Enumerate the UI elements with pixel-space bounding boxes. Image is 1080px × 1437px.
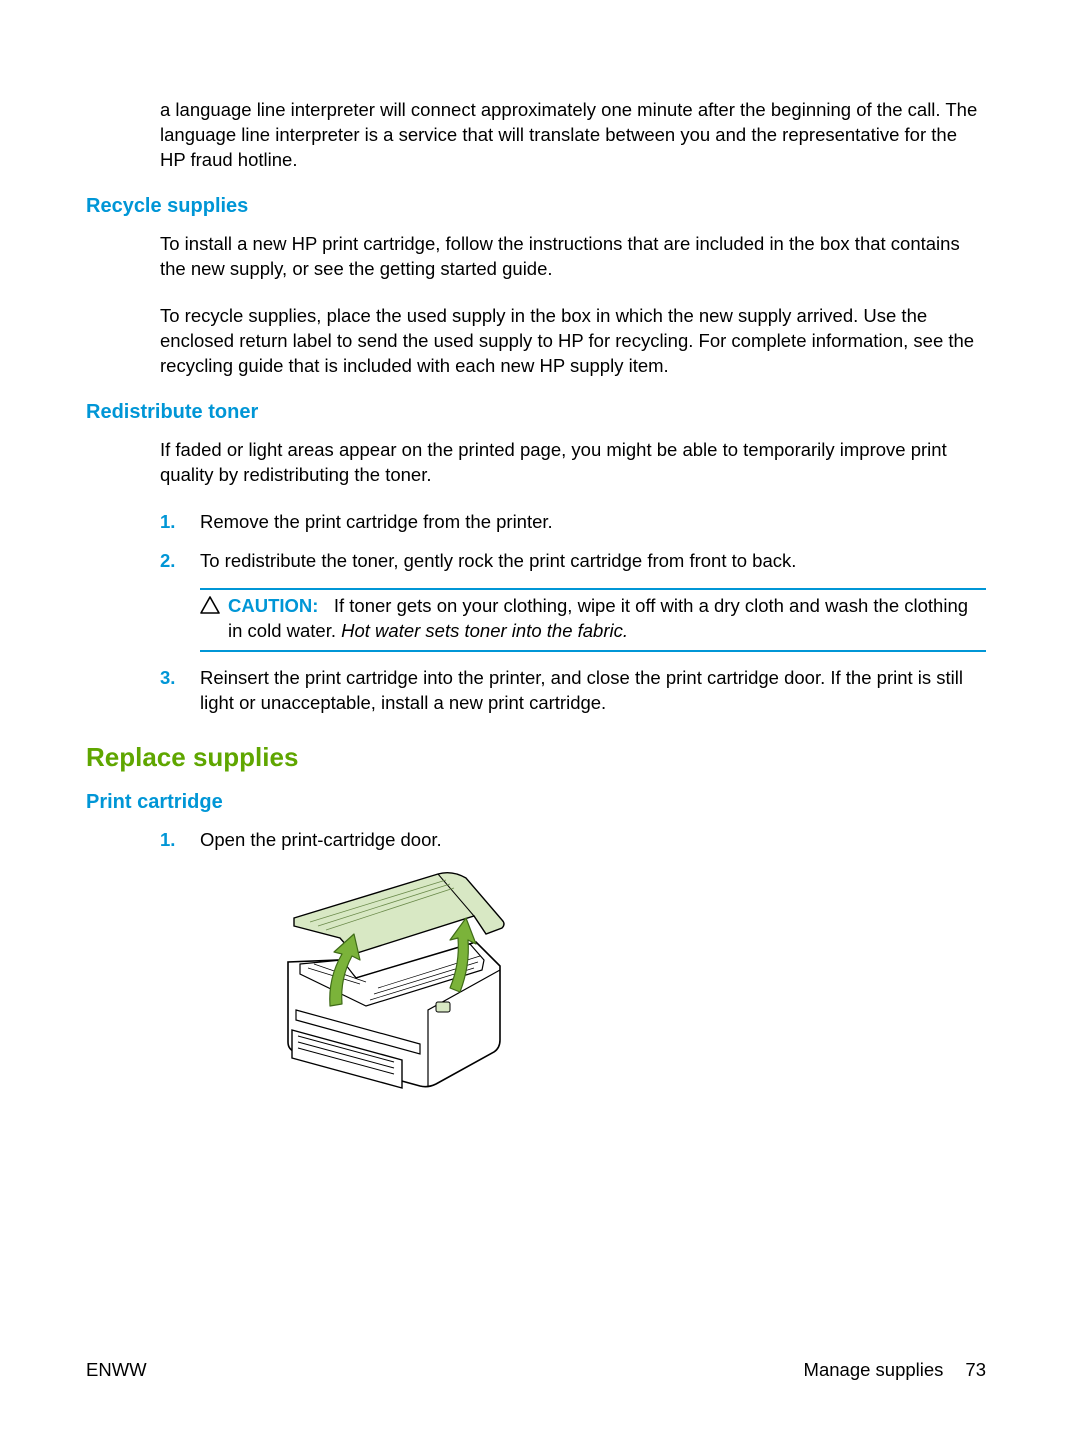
caution-text-italic: Hot water sets toner into the fabric.: [341, 620, 628, 641]
page: a language line interpreter will connect…: [0, 0, 1080, 1437]
footer-section-label: Manage supplies: [804, 1359, 944, 1381]
redistribute-intro: If faded or light areas appear on the pr…: [160, 438, 986, 488]
footer-right: Manage supplies 73: [804, 1359, 986, 1381]
list-content: Reinsert the print cartridge into the pr…: [200, 666, 986, 716]
list-content: To redistribute the toner, gently rock t…: [200, 549, 986, 574]
list-number: 3.: [160, 666, 200, 716]
caution-callout: CAUTION: If toner gets on your clothing,…: [200, 588, 986, 652]
printer-illustration: [270, 870, 986, 1097]
replace-step-1: 1. Open the print-cartridge door.: [160, 828, 986, 853]
list-number: 2.: [160, 549, 200, 574]
recycle-para-2: To recycle supplies, place the used supp…: [160, 304, 986, 379]
footer-left: ENWW: [86, 1359, 147, 1381]
list-content: Open the print-cartridge door.: [200, 828, 986, 853]
caution-icon: [200, 596, 228, 621]
heading-replace-supplies: Replace supplies: [86, 742, 986, 773]
redistribute-step-2: 2. To redistribute the toner, gently roc…: [160, 549, 986, 574]
intro-paragraph: a language line interpreter will connect…: [160, 98, 986, 173]
list-number: 1.: [160, 510, 200, 535]
heading-recycle-supplies: Recycle supplies: [86, 195, 986, 218]
list-number: 1.: [160, 828, 200, 853]
heading-redistribute-toner: Redistribute toner: [86, 401, 986, 424]
page-number: 73: [965, 1359, 986, 1381]
caution-body: CAUTION: If toner gets on your clothing,…: [228, 594, 986, 644]
redistribute-step-1: 1. Remove the print cartridge from the p…: [160, 510, 986, 535]
list-content: Remove the print cartridge from the prin…: [200, 510, 986, 535]
heading-print-cartridge: Print cartridge: [86, 791, 986, 814]
redistribute-step-3: 3. Reinsert the print cartridge into the…: [160, 666, 986, 716]
caution-label: CAUTION:: [228, 595, 318, 616]
printer-open-door-icon: [270, 870, 518, 1092]
recycle-para-1: To install a new HP print cartridge, fol…: [160, 232, 986, 282]
page-footer: ENWW Manage supplies 73: [86, 1359, 986, 1381]
